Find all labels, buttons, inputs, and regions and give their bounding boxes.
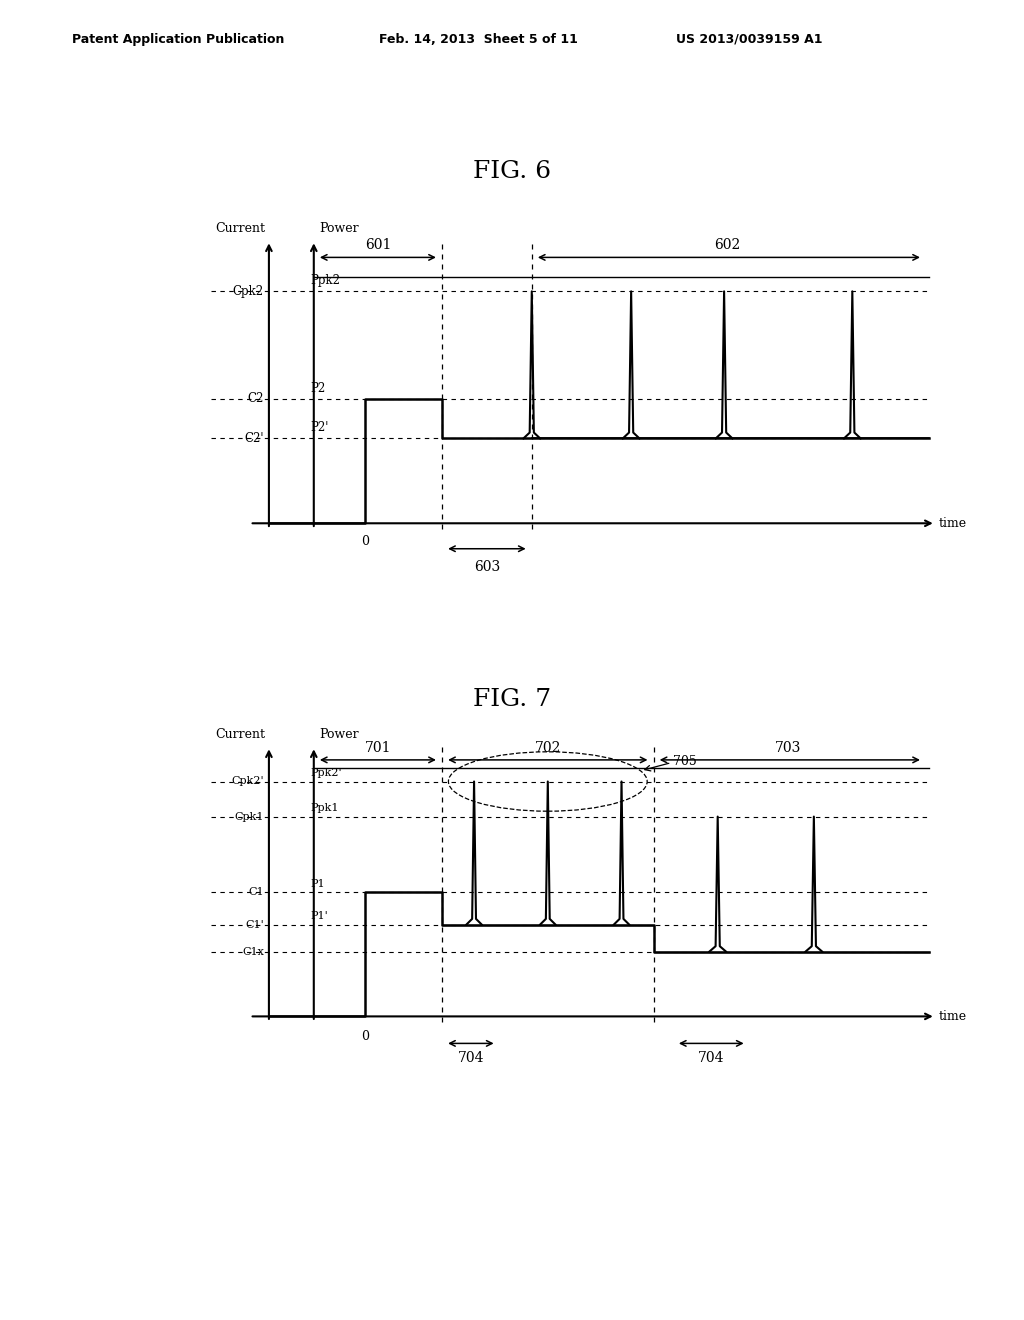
Text: C1x: C1x <box>242 946 264 957</box>
Text: Patent Application Publication: Patent Application Publication <box>72 33 284 46</box>
Text: C2': C2' <box>245 432 264 445</box>
Text: Current: Current <box>216 222 265 235</box>
Text: 603: 603 <box>474 560 500 574</box>
Text: 601: 601 <box>365 238 391 252</box>
Text: 703: 703 <box>775 741 802 755</box>
Text: 702: 702 <box>535 741 561 755</box>
Text: P2: P2 <box>310 381 326 395</box>
Text: Cpk1: Cpk1 <box>234 812 264 821</box>
Text: FIG. 6: FIG. 6 <box>473 160 551 183</box>
Text: time: time <box>939 1010 967 1023</box>
Text: Cpk2: Cpk2 <box>232 285 264 298</box>
Text: C1: C1 <box>248 887 264 898</box>
Text: Feb. 14, 2013  Sheet 5 of 11: Feb. 14, 2013 Sheet 5 of 11 <box>379 33 578 46</box>
Text: Power: Power <box>318 222 358 235</box>
Text: FIG. 7: FIG. 7 <box>473 688 551 711</box>
Text: 0: 0 <box>361 1030 369 1043</box>
Text: Ppk1: Ppk1 <box>310 804 339 813</box>
Text: 0: 0 <box>361 535 369 548</box>
Text: Ppk2': Ppk2' <box>310 768 342 779</box>
Text: 602: 602 <box>714 238 740 252</box>
Text: 705: 705 <box>673 755 696 768</box>
Text: time: time <box>939 517 967 529</box>
Text: C2: C2 <box>248 392 264 405</box>
Text: 701: 701 <box>365 741 391 755</box>
Text: Cpk2': Cpk2' <box>231 776 264 787</box>
Text: P2': P2' <box>310 421 329 434</box>
Text: Ppk2: Ppk2 <box>310 275 341 286</box>
Text: Power: Power <box>318 729 358 741</box>
Text: Current: Current <box>216 729 265 741</box>
Text: 704: 704 <box>458 1052 484 1065</box>
Text: P1: P1 <box>310 879 326 888</box>
Text: P1': P1' <box>310 911 329 921</box>
Text: US 2013/0039159 A1: US 2013/0039159 A1 <box>676 33 822 46</box>
Text: C1': C1' <box>245 920 264 929</box>
Text: 704: 704 <box>698 1052 725 1065</box>
